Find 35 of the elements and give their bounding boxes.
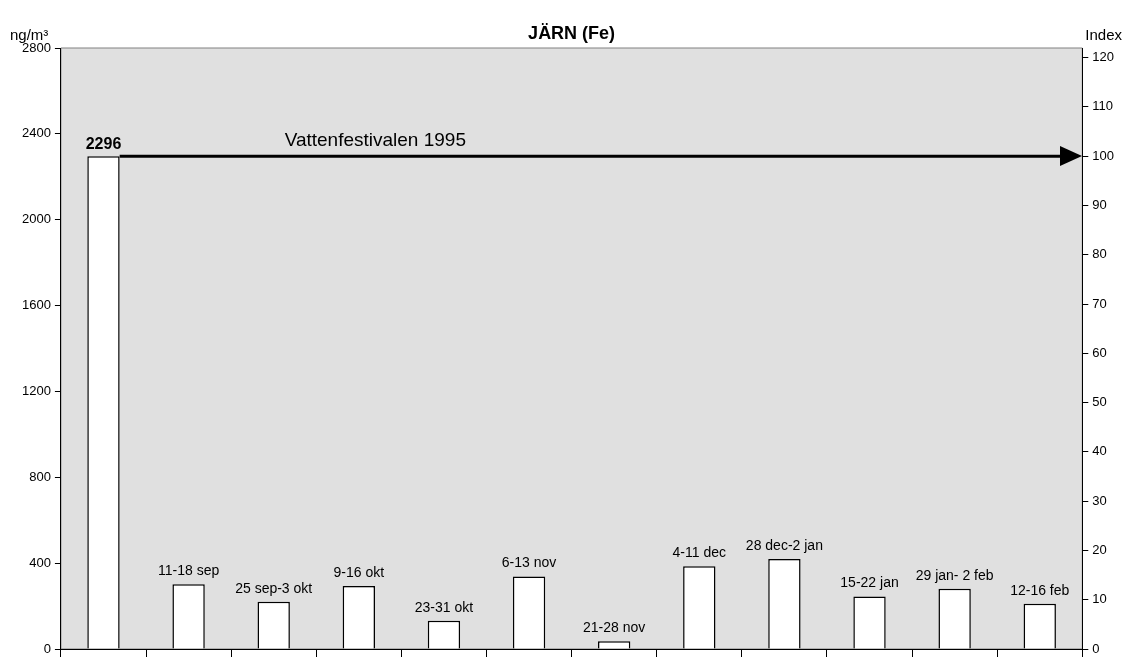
y-tick-label: 800 [29,468,51,484]
x-tick-label: 15-22 jan [840,574,899,591]
y2-axis-title: Index [1085,26,1123,44]
y2-tick-label: 10 [1092,591,1107,607]
y2-tick-label: 90 [1092,197,1107,213]
y-tick-label: 2000 [22,211,51,227]
y2-tick-label: 20 [1092,542,1107,558]
y2-tick-label: 40 [1092,443,1107,459]
y2-tick-label: 0 [1092,640,1100,656]
x-tick-label: 9-16 okt [333,563,385,580]
y2-tick-label: 60 [1092,344,1107,360]
x-tick-label: 4-11 dec [672,544,727,561]
y-tick-label: 0 [43,640,51,656]
x-tick-label: 23-31 okt [414,598,474,615]
x-tick-label: 11-18 sep [157,562,220,579]
y2-tick-label: 80 [1092,246,1107,262]
x-tick-label: 29 jan- 2 feb [915,566,994,583]
y-tick-label: 1600 [22,297,51,313]
y2-tick-label: 30 [1092,492,1107,508]
x-tick-label: 25 sep-3 okt [235,579,313,596]
y2-tick-label: 120 [1092,49,1115,65]
ref-line-label: Vattenfestivalen 1995 [284,128,466,150]
x-tick-label: 21-28 nov [583,619,646,636]
chart-title: JÄRN (Fe) [528,22,616,43]
y2-tick-label: 100 [1092,147,1115,163]
x-tick-label: 28 dec-2 jan [745,536,823,553]
y2-tick-label: 50 [1092,394,1107,410]
x-tick-label: 12-16 feb [1010,581,1070,598]
x-tick-label: 6-13 nov [501,554,557,571]
y2-tick-label: 70 [1092,295,1107,311]
y2-tick-label: 110 [1092,98,1114,114]
y-tick-label: 1200 [22,383,51,399]
data-label: 2296 [85,134,122,152]
y-tick-label: 400 [29,554,51,570]
y-tick-label: 2400 [22,125,51,141]
